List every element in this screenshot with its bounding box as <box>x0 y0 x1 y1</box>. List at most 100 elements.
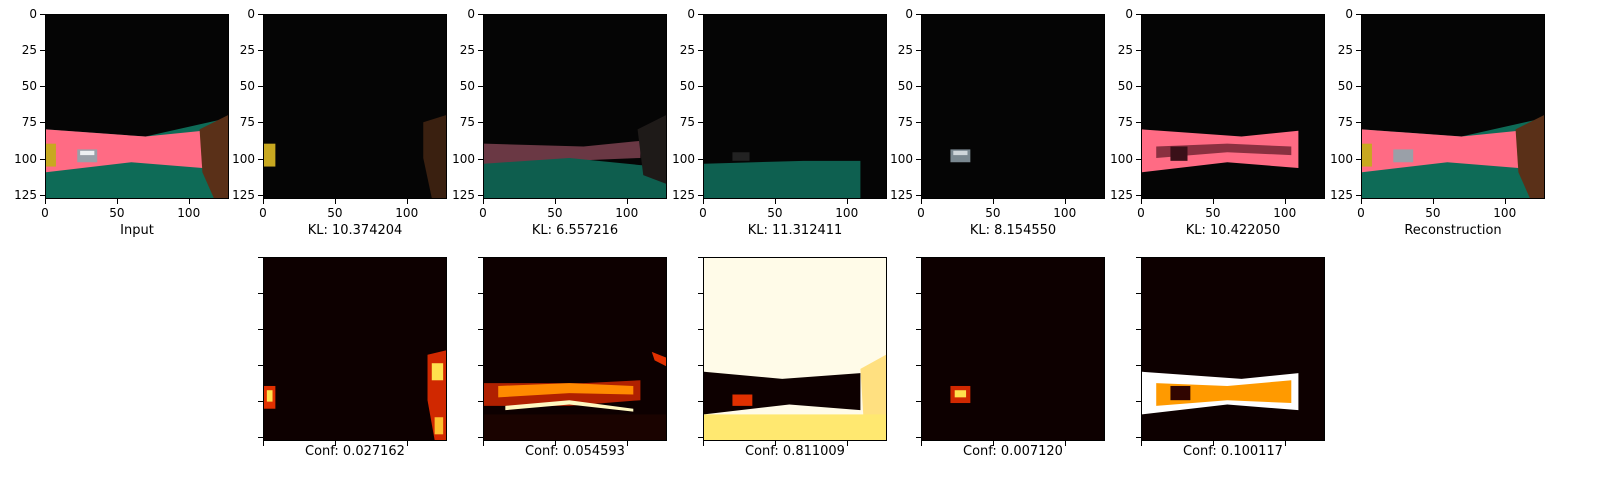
y-tick-mark <box>258 194 263 196</box>
x-tick-label: 0 <box>1137 206 1145 220</box>
y-tick-label: 125 <box>672 187 695 202</box>
heatmap-x-tick-mark <box>406 441 408 446</box>
y-tick-mark <box>258 14 263 15</box>
x-tick-mark <box>626 199 628 204</box>
heatmap-5 <box>1142 258 1324 440</box>
y-tick-label: 25 <box>679 43 695 58</box>
caption-conf-3: Conf: 0.811009 <box>745 444 845 459</box>
caption-conf-2: Conf: 0.054593 <box>525 444 625 459</box>
heatmap-2 <box>484 258 666 440</box>
y-tick-label: 100 <box>672 151 695 166</box>
x-tick-label: 100 <box>615 206 639 220</box>
y-tick-label: 25 <box>1117 43 1133 58</box>
heatmap-x-tick-mark <box>1212 441 1214 446</box>
heatmap-x-tick-mark <box>921 441 922 446</box>
x-tick-label: 50 <box>109 206 125 220</box>
heatmap-y-tick-mark <box>1136 400 1141 402</box>
heatmap-y-tick-mark <box>916 292 921 294</box>
x-tick-mark <box>992 199 994 204</box>
x-tick-mark <box>1284 199 1286 204</box>
heatmap-x-tick-mark <box>1284 441 1286 446</box>
y-tick-mark <box>1136 122 1141 124</box>
decode-panel-5 <box>1141 14 1325 199</box>
heatmap-y-tick-mark <box>916 364 921 366</box>
heatmap-x-tick-mark <box>774 441 776 446</box>
x-tick-label: 100 <box>177 206 201 220</box>
heatmap-y-tick-mark <box>698 257 703 258</box>
heatmap-y-tick-mark <box>698 436 703 438</box>
heatmap-y-tick-mark <box>478 436 483 438</box>
caption-conf-5: Conf: 0.100117 <box>1183 444 1283 459</box>
y-tick-mark <box>1356 122 1361 124</box>
heatmap-y-tick-mark <box>478 328 483 330</box>
heatmap-y-tick-mark <box>916 400 921 402</box>
x-tick-mark <box>1432 199 1434 204</box>
y-tick-label: 25 <box>1337 43 1353 58</box>
y-tick-mark <box>698 122 703 124</box>
y-tick-mark <box>1136 86 1141 88</box>
x-tick-label: 100 <box>1053 206 1077 220</box>
caption-conf-4: Conf: 0.007120 <box>963 444 1063 459</box>
caption-kl-1: KL: 10.374204 <box>307 223 403 238</box>
x-tick-mark <box>334 199 336 204</box>
heatmap-y-tick-mark <box>478 292 483 294</box>
y-tick-mark <box>1356 158 1361 160</box>
confidence-map-1 <box>263 257 447 441</box>
y-tick-mark <box>478 122 483 124</box>
heatmap-y-tick-mark <box>916 436 921 438</box>
confidence-map-4 <box>921 257 1105 441</box>
x-tick-mark <box>1212 199 1214 204</box>
heatmap-x-tick-mark <box>626 441 628 446</box>
heatmap-y-tick-mark <box>1136 257 1141 258</box>
x-tick-label: 50 <box>1425 206 1441 220</box>
y-tick-mark <box>258 86 263 88</box>
y-tick-label: 0 <box>905 7 913 21</box>
y-tick-label: 0 <box>467 7 475 21</box>
caption-input: Input <box>120 223 154 238</box>
x-tick-label: 100 <box>1493 206 1517 220</box>
heatmap-y-tick-mark <box>698 400 703 402</box>
x-tick-label: 0 <box>699 206 707 220</box>
y-tick-mark <box>1136 14 1141 15</box>
heatmap-x-tick-mark <box>1064 441 1066 446</box>
caption-kl-2: KL: 6.557216 <box>531 223 619 238</box>
y-tick-label: 75 <box>679 115 695 130</box>
decode-panel-4 <box>921 14 1105 199</box>
heatmap-1 <box>264 258 446 440</box>
y-tick-label: 50 <box>897 79 913 94</box>
x-tick-label: 100 <box>835 206 859 220</box>
heatmap-x-tick-mark <box>334 441 336 446</box>
y-tick-mark <box>1136 194 1141 196</box>
input-image-panel <box>45 14 229 199</box>
decode-panel-1 <box>263 14 447 199</box>
heatmap-x-tick-mark <box>1141 441 1142 446</box>
caption-kl-4: KL: 8.154550 <box>969 223 1057 238</box>
heatmap-x-tick-mark <box>483 441 484 446</box>
y-tick-label: 0 <box>1125 7 1133 21</box>
y-tick-mark <box>478 86 483 88</box>
heatmap-y-tick-mark <box>478 364 483 366</box>
heatmap-y-tick-mark <box>258 292 263 294</box>
y-tick-mark <box>698 14 703 15</box>
heatmap-4 <box>922 258 1104 440</box>
y-tick-mark <box>40 122 45 124</box>
heatmap-y-tick-mark <box>698 364 703 366</box>
x-tick-label: 0 <box>917 206 925 220</box>
y-tick-mark <box>258 50 263 52</box>
y-tick-mark <box>40 158 45 160</box>
x-tick-label: 0 <box>479 206 487 220</box>
y-tick-label: 50 <box>21 79 37 94</box>
decode-image-3 <box>704 15 886 198</box>
y-tick-mark <box>258 158 263 160</box>
y-tick-mark <box>478 50 483 52</box>
heatmap-x-tick-mark <box>846 441 848 446</box>
heatmap-y-tick-mark <box>1136 292 1141 294</box>
heatmap-x-tick-mark <box>263 441 264 446</box>
y-tick-mark <box>40 86 45 88</box>
x-tick-label: 0 <box>41 206 49 220</box>
y-tick-label: 25 <box>897 43 913 58</box>
y-tick-mark <box>40 194 45 196</box>
x-tick-mark <box>774 199 776 204</box>
heatmap-y-tick-mark <box>258 364 263 366</box>
y-tick-label: 50 <box>239 79 255 94</box>
